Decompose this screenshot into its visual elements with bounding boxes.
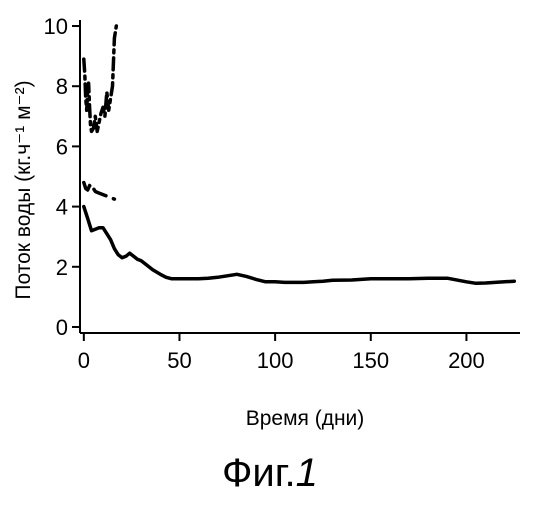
y-tick-label: 6 [56,134,68,159]
figure-caption: Фиг. [222,451,296,495]
x-axis-label: Время (дни) [246,407,365,430]
axes [80,20,520,333]
x-tick-label: 100 [257,348,294,373]
x-tick-label: 150 [352,348,389,373]
y-axis-label: Поток воды (кг.ч⁻¹ м⁻²) [12,80,35,299]
series-line-2 [84,183,115,200]
y-tick-label: 10 [44,14,68,39]
x-tick-label: 50 [167,348,191,373]
y-tick-label: 4 [56,195,68,220]
svg-text:Фиг.1: Фиг.1 [222,451,318,495]
figure-number: 1 [296,451,318,495]
x-tick-label: 200 [448,348,485,373]
y-tick-label: 0 [56,315,68,340]
series-layer [84,26,515,283]
series-line-1 [84,207,515,284]
y-tick-label: 8 [56,74,68,99]
y-tick-label: 2 [56,255,68,280]
series-line-3 [84,26,117,131]
x-tick-label: 0 [78,348,90,373]
ticks: 0 50 100 150 200 0 2 4 6 8 10 [44,14,485,373]
